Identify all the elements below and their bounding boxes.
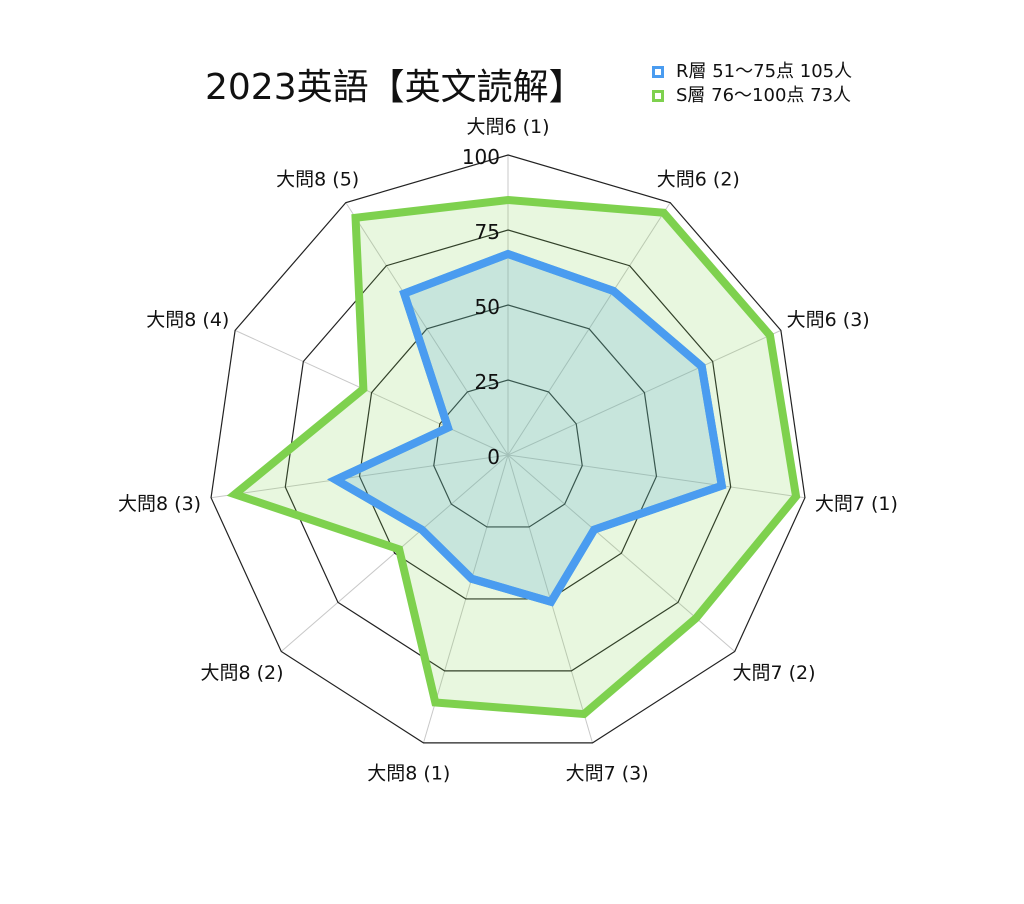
category-label: 大問7 (2) xyxy=(733,662,816,684)
category-label: 大問8 (3) xyxy=(118,493,201,515)
category-label: 大問6 (2) xyxy=(657,168,740,190)
legend: R層 51～75点 105人 S層 76～100点 73人 xyxy=(652,60,852,108)
radial-tick-label: 75 xyxy=(475,220,500,244)
legend-label-r: R層 51～75点 105人 xyxy=(676,61,853,82)
category-label: 大問8 (2) xyxy=(200,662,283,684)
series-outline-r xyxy=(327,249,727,607)
category-label: 大問8 (1) xyxy=(367,763,450,785)
grid-ring xyxy=(210,154,806,744)
category-label: 大問8 (4) xyxy=(146,309,229,331)
grid-ring xyxy=(284,229,732,672)
legend-item-r: R層 51～75点 105人 xyxy=(652,60,852,84)
radial-tick-label: 100 xyxy=(462,145,500,169)
chart-title: 2023英語【英文読解】 xyxy=(205,67,585,108)
series-polygon-s xyxy=(226,195,801,719)
legend-label-s: S層 76～100点 73人 xyxy=(676,85,852,106)
category-label: 大問6 (3) xyxy=(787,309,870,331)
category-label: 大問6 (1) xyxy=(466,116,549,138)
radial-tick-label: 0 xyxy=(487,445,500,469)
grid-ring xyxy=(358,304,658,600)
category-label: 大問8 (5) xyxy=(276,168,359,190)
legend-swatch-r xyxy=(652,66,664,78)
category-label: 大問7 (1) xyxy=(815,493,898,515)
legend-swatch-s xyxy=(652,90,664,102)
radial-tick-label: 50 xyxy=(475,295,500,319)
radial-tick-label: 25 xyxy=(475,370,500,394)
legend-item-s: S層 76～100点 73人 xyxy=(652,84,852,108)
category-label: 大問7 (3) xyxy=(566,763,649,785)
